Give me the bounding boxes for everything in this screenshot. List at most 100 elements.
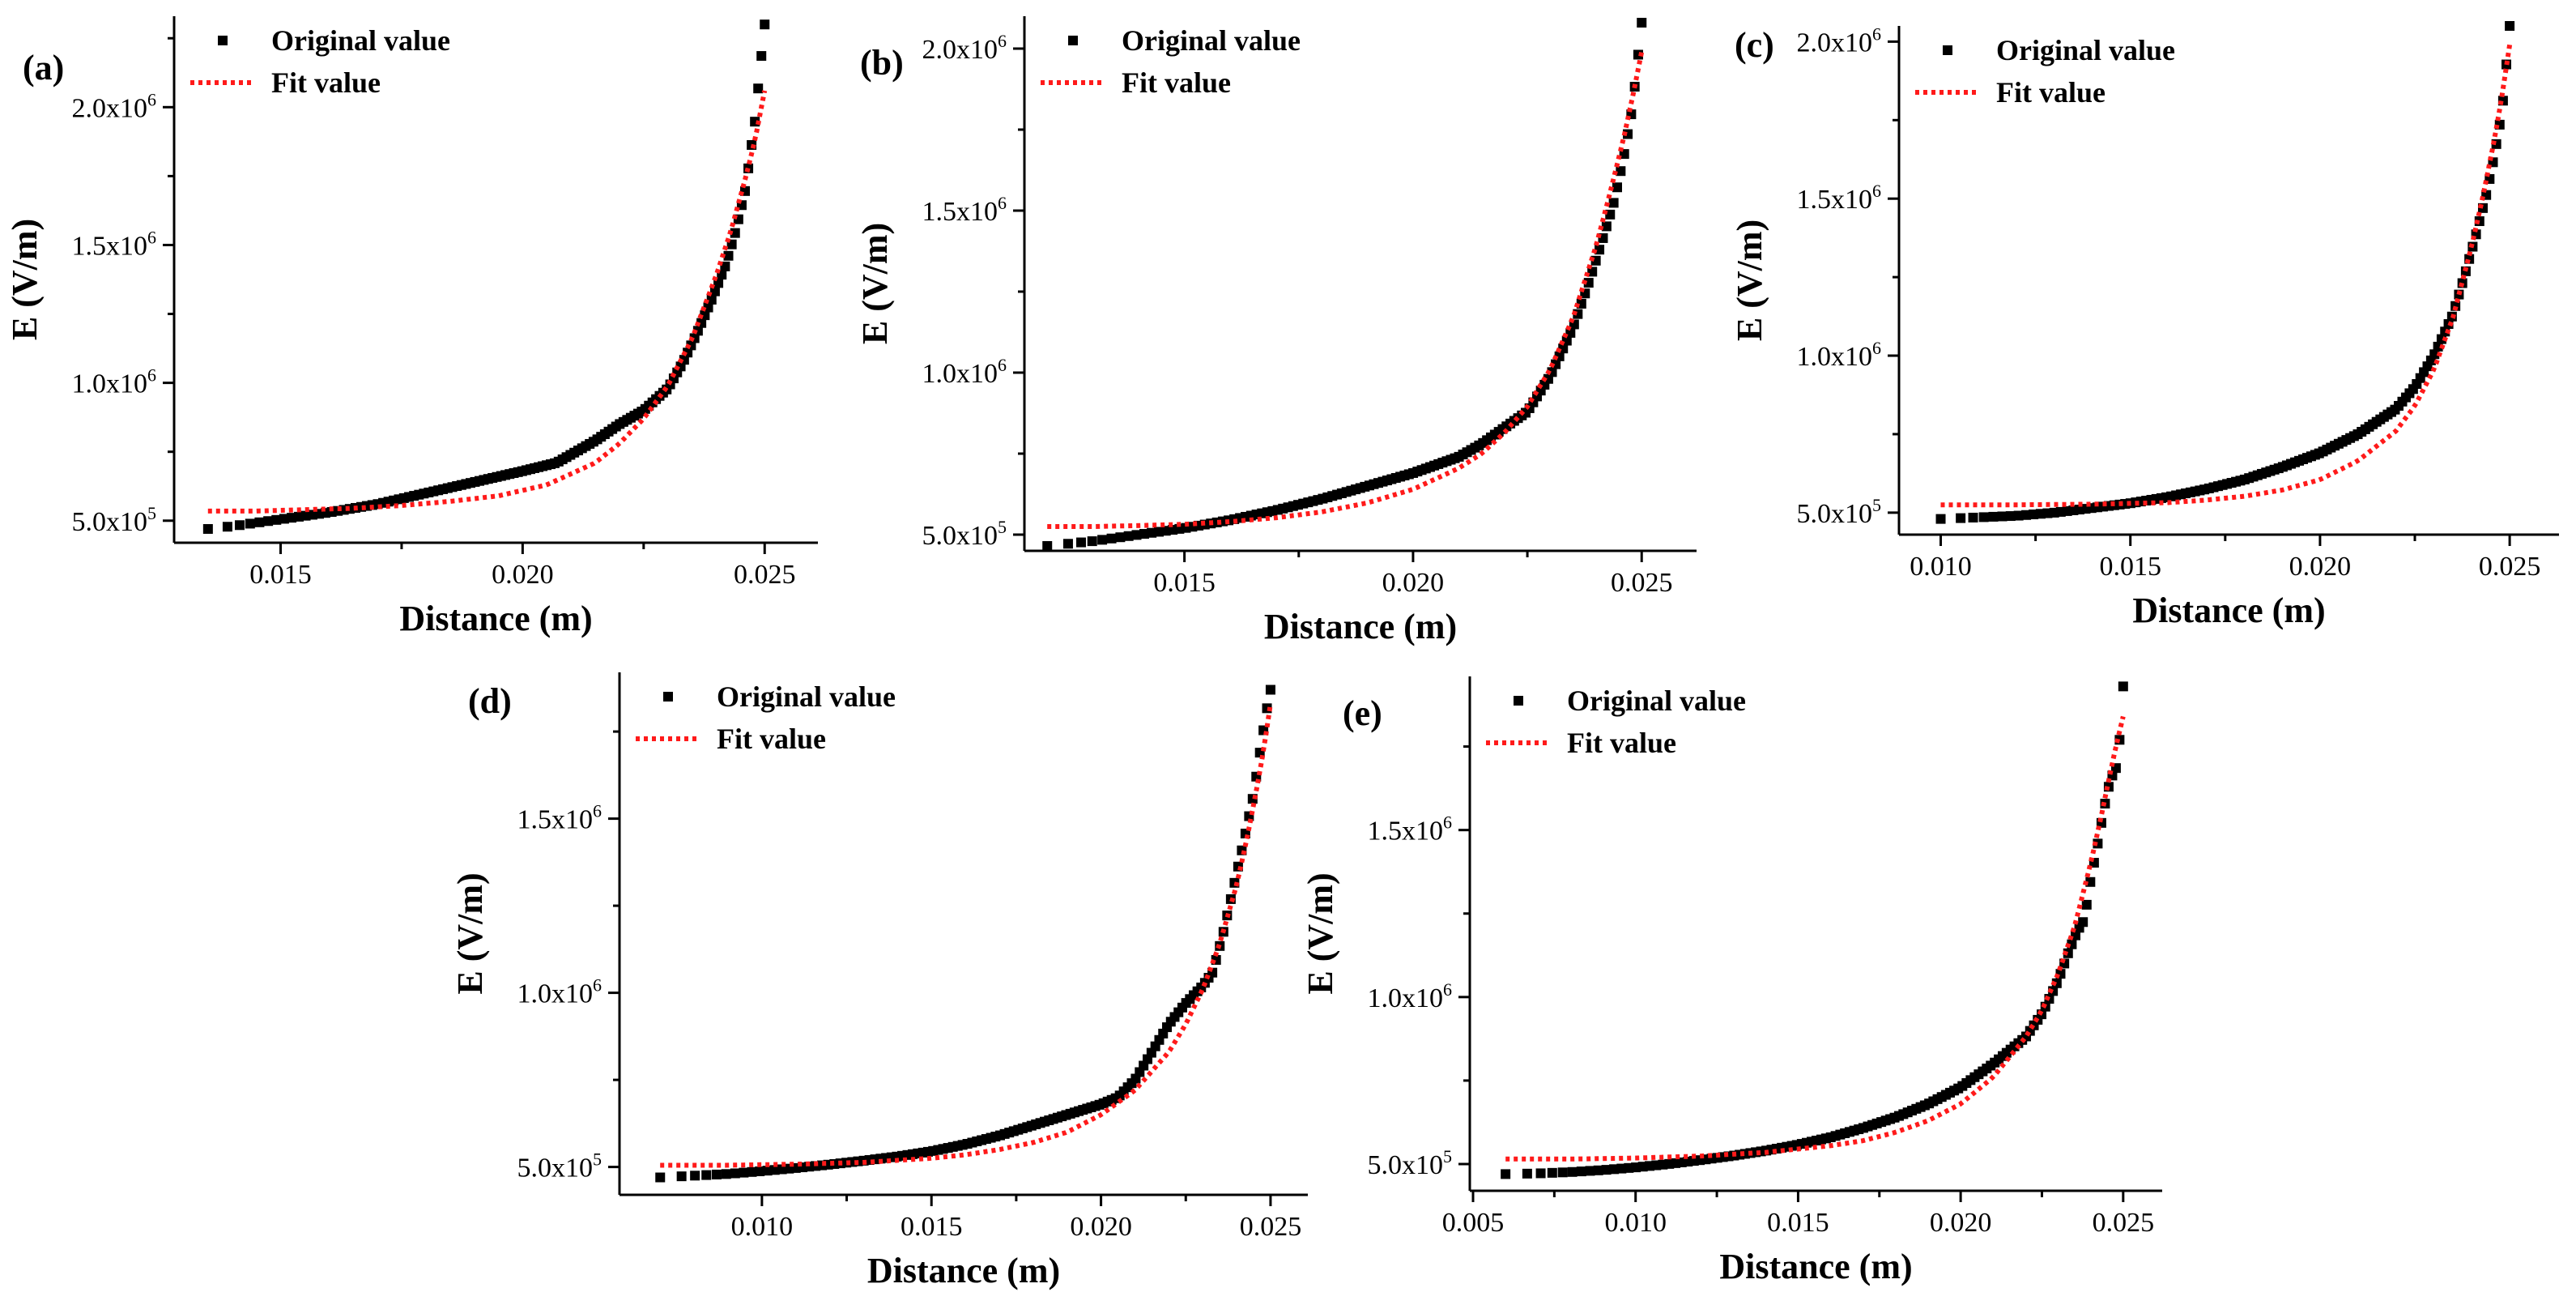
original-value-point — [723, 250, 734, 261]
original-value-point — [1605, 209, 1616, 220]
legend-original-label: Original value — [1996, 34, 2175, 66]
original-value-point — [1131, 530, 1142, 540]
original-value-point — [655, 1172, 666, 1183]
x-tick-label: 0.010 — [731, 1212, 794, 1242]
legend: Original value Fit value — [190, 24, 450, 99]
original-value-point — [1115, 532, 1126, 543]
panel-label: (b) — [860, 43, 904, 83]
panel-e: (e) 0.005 0.010 0.015 0.020 0.025 5.0x105 1.0x… — [1301, 676, 2162, 1286]
legend-fit-label: Fit value — [1996, 76, 2106, 109]
y-tick-label: 1.5x106 — [517, 801, 602, 835]
y-tick-label: 5.0x105 — [72, 503, 157, 537]
y-tick-label: 5.0x105 — [922, 517, 1007, 551]
y-tick-label: 1.0x106 — [517, 975, 602, 1009]
original-value-point — [730, 1168, 740, 1179]
panel-d: (d) 0.010 0.015 0.020 0.025 5.0x105 1.0x106 1.… — [450, 672, 1308, 1290]
original-value-point — [736, 200, 747, 211]
x-tick-label: 0.020 — [2289, 552, 2352, 582]
legend-original-marker — [1068, 36, 1078, 45]
y-tick-label: 5.0x105 — [517, 1149, 602, 1183]
fit-value-line — [1505, 715, 2126, 1162]
original-value-point — [720, 261, 730, 271]
legend-fit-label: Fit value — [1122, 66, 1231, 99]
original-value-point — [1616, 166, 1626, 177]
original-value-point — [1978, 512, 1989, 522]
y-tick-exponent: 6 — [147, 365, 156, 386]
y-tick-label: 1.5x106 — [922, 193, 1007, 227]
y-tick-label: 2.0x106 — [1797, 23, 1882, 58]
original-value-point — [730, 228, 740, 238]
x-tick-label: 0.025 — [2479, 552, 2541, 582]
legend-original-marker — [1943, 45, 1952, 55]
legend-fit-label: Fit value — [717, 723, 826, 755]
original-value-point — [2081, 899, 2092, 910]
original-value-point — [1097, 535, 1108, 545]
legend-original-label: Original value — [1122, 24, 1301, 57]
y-tick-exponent: 6 — [998, 31, 1007, 51]
original-value-point — [709, 286, 720, 296]
original-value-point — [747, 1166, 757, 1177]
original-value-point — [1547, 1167, 1557, 1178]
original-value-point — [703, 302, 713, 313]
legend-original-label: Original value — [271, 24, 450, 57]
fit-value-line — [207, 90, 768, 514]
original-value-point — [1123, 531, 1134, 541]
panel-a: (a) 0.015 0.020 0.025 5.0x105 1.0x106 1.5x106… — [5, 16, 818, 638]
x-tick-label: 0.020 — [1930, 1208, 1992, 1238]
y-tick-label: 1.0x106 — [1797, 338, 1882, 372]
x-tick-label: 0.025 — [734, 560, 796, 590]
x-tick-label: 0.020 — [1070, 1212, 1132, 1242]
original-value-point — [2497, 96, 2508, 106]
original-value-point — [753, 83, 764, 94]
legend-fit-label: Fit value — [1567, 727, 1676, 759]
fit-value-line — [1047, 51, 1645, 529]
legend: Original value Fit value — [636, 680, 896, 755]
original-value-point — [1576, 1166, 1586, 1177]
original-value-series — [1042, 18, 1647, 551]
original-value-point — [1567, 1166, 1578, 1177]
y-tick-label: 5.0x105 — [1368, 1146, 1453, 1180]
original-value-point — [2085, 876, 2096, 887]
y-tick-label: 1.0x106 — [72, 365, 157, 399]
x-axis-title: Distance (m) — [1264, 607, 1457, 646]
y-tick-exponent: 6 — [1872, 181, 1881, 201]
original-value-point — [721, 1169, 731, 1179]
original-value-point — [2063, 948, 2073, 958]
original-value-point — [1608, 198, 1619, 208]
y-axis-title: E (V/m) — [5, 219, 45, 340]
x-axis-title: Distance (m) — [2132, 591, 2325, 630]
original-value-point — [706, 294, 717, 305]
original-value-point — [1595, 245, 1605, 255]
legend-original-label: Original value — [717, 680, 896, 713]
x-tick-label: 0.015 — [901, 1212, 963, 1242]
y-tick-exponent: 6 — [1443, 979, 1452, 1000]
original-value-point — [1076, 537, 1087, 548]
original-value-point — [1535, 1168, 1546, 1179]
panel-label: (c) — [1735, 25, 1774, 65]
original-value-point — [1968, 512, 1978, 522]
y-tick-exponent: 6 — [1443, 812, 1452, 833]
x-tick-label: 0.025 — [2093, 1208, 2155, 1238]
original-value-point — [2118, 681, 2128, 692]
original-value-point — [1637, 18, 1647, 28]
original-value-point — [762, 1166, 773, 1176]
x-tick-label: 0.020 — [1382, 568, 1445, 598]
x-tick-label: 0.010 — [1910, 552, 1972, 582]
panel-label: (a) — [23, 48, 64, 87]
panel-label: (e) — [1343, 693, 1382, 733]
original-value-point — [222, 522, 232, 532]
original-value-point — [756, 51, 767, 62]
x-tick-label: 0.015 — [1767, 1208, 1829, 1238]
original-value-point — [1623, 129, 1633, 139]
original-value-point — [1601, 1165, 1612, 1175]
original-value-point — [1062, 539, 1073, 549]
original-value-point — [1593, 1165, 1603, 1175]
original-value-point — [1585, 1166, 1595, 1176]
original-value-point — [263, 516, 274, 527]
original-value-point — [1997, 511, 2008, 522]
x-tick-label: 0.005 — [1442, 1208, 1505, 1238]
original-value-point — [1587, 267, 1598, 277]
original-value-point — [234, 520, 245, 531]
original-value-point — [1609, 1164, 1620, 1175]
original-value-point — [1612, 182, 1623, 193]
